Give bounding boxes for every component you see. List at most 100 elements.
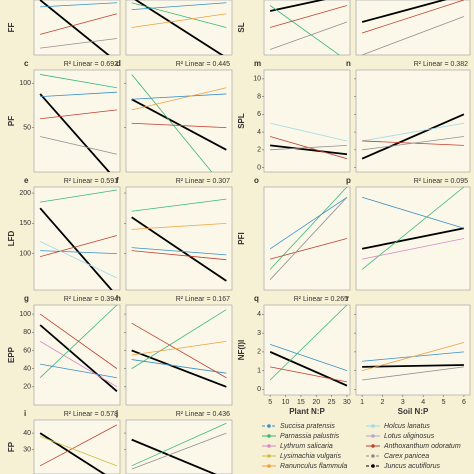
panel-letter: r [346, 294, 349, 303]
trend-line [131, 98, 227, 151]
lines [131, 309, 227, 388]
r-squared: R² Linear = 0.307 [176, 178, 230, 185]
lines [269, 187, 348, 280]
trend-line [270, 238, 348, 260]
lines [131, 74, 227, 172]
y-tick-label: 6 [257, 111, 261, 118]
trend-line [269, 305, 348, 381]
x-tick-label: 4 [421, 399, 425, 406]
trend-line [131, 2, 227, 11]
y-tick-label: 50 [23, 124, 31, 131]
y-tick-label: 60 [23, 347, 31, 354]
panel-letter: p [346, 176, 351, 185]
r-squared: R² Linear = 0.436 [176, 411, 230, 418]
plot-area [33, 69, 121, 173]
y-axis-label: LFD [7, 231, 16, 247]
legend-marker [267, 454, 271, 458]
legend-marker [267, 424, 271, 428]
trend-line [39, 313, 118, 369]
y-tick-label: 3 [257, 330, 261, 337]
lines [361, 187, 465, 270]
y-tick-label: 20 [23, 384, 31, 391]
plot-area [125, 69, 233, 173]
plot-area [355, 69, 471, 173]
trend-line [270, 5, 348, 28]
legend-marker [371, 434, 375, 438]
trend-line [40, 109, 117, 120]
plot-area [355, 304, 471, 396]
panel-letter: j [115, 409, 118, 418]
legend-label: Holcus lanatus [384, 423, 430, 430]
trend-line [361, 227, 465, 250]
y-axis-label: FF [7, 23, 16, 33]
y-axis-label: SPL [237, 113, 246, 129]
trend-line [39, 0, 110, 55]
lines [270, 122, 348, 160]
r-squared: R² Linear = 0.265 [294, 296, 348, 303]
panel-letter: d [116, 59, 121, 68]
y-tick-label: 4 [257, 129, 261, 136]
legend-label: Lythrum salicaria [280, 443, 333, 450]
panel-letter: m [254, 59, 261, 68]
panel-letter: f [116, 176, 119, 185]
lines [131, 422, 227, 474]
panel-letter: c [24, 59, 29, 68]
panel-letter: i [24, 409, 26, 418]
trend-line [269, 0, 326, 12]
trend-line [40, 363, 117, 379]
lines [39, 305, 118, 393]
trend-line [39, 435, 118, 467]
y-tick-label: 40 [23, 430, 31, 437]
trend-line [39, 424, 118, 467]
y-axis-label: FP [7, 441, 16, 452]
trend-line [362, 366, 464, 381]
lines [361, 0, 465, 55]
trend-line [39, 93, 111, 172]
trend-line [40, 74, 117, 89]
trend-line [131, 198, 227, 212]
y-tick-label: 30 [23, 446, 31, 453]
trend-line [269, 5, 340, 55]
plot-area [263, 69, 351, 173]
x-tick-label: 2 [381, 399, 385, 406]
y-tick-label: 1 [257, 367, 261, 374]
r-squared: R² Linear = 0.692 [64, 61, 118, 68]
y-tick-label: 80 [23, 329, 31, 336]
lines [39, 424, 118, 474]
y-axis-label: SL [237, 22, 246, 32]
legend-label: Carex panicea [384, 453, 429, 460]
y-tick-label: 4 [257, 311, 261, 318]
plot-area [33, 304, 121, 406]
r-squared: R² Linear = 0.095 [414, 178, 468, 185]
panel-letter: e [24, 176, 29, 185]
trend-line [361, 0, 447, 23]
trend-line [362, 136, 464, 151]
lines [361, 113, 465, 160]
trend-line [40, 38, 117, 49]
trend-line [269, 196, 348, 250]
y-tick-label: 150 [19, 220, 31, 227]
trend-line [131, 359, 227, 374]
trend-line [131, 422, 227, 467]
trend-line [131, 247, 227, 256]
trend-line [131, 87, 227, 111]
lines [39, 0, 118, 55]
legend-label: Juncus acutiflorus [383, 463, 441, 470]
plot-area [33, 419, 121, 474]
trend-line [361, 196, 465, 229]
r-squared: R² Linear = 0.578 [64, 411, 118, 418]
r-squared: R² Linear = 0.167 [176, 296, 230, 303]
legend-label: Succisa pratensis [280, 423, 335, 430]
trend-line [40, 2, 117, 8]
trend-line [40, 235, 118, 258]
trend-line [39, 324, 118, 393]
y-tick-label: 0 [257, 386, 261, 393]
panel-letter: h [116, 294, 121, 303]
legend-marker [371, 444, 375, 448]
trend-line [270, 343, 348, 372]
y-axis-label: EPP [7, 346, 16, 363]
trend-line [40, 189, 117, 203]
panel-letter: q [254, 294, 259, 303]
trend-line [131, 74, 213, 172]
